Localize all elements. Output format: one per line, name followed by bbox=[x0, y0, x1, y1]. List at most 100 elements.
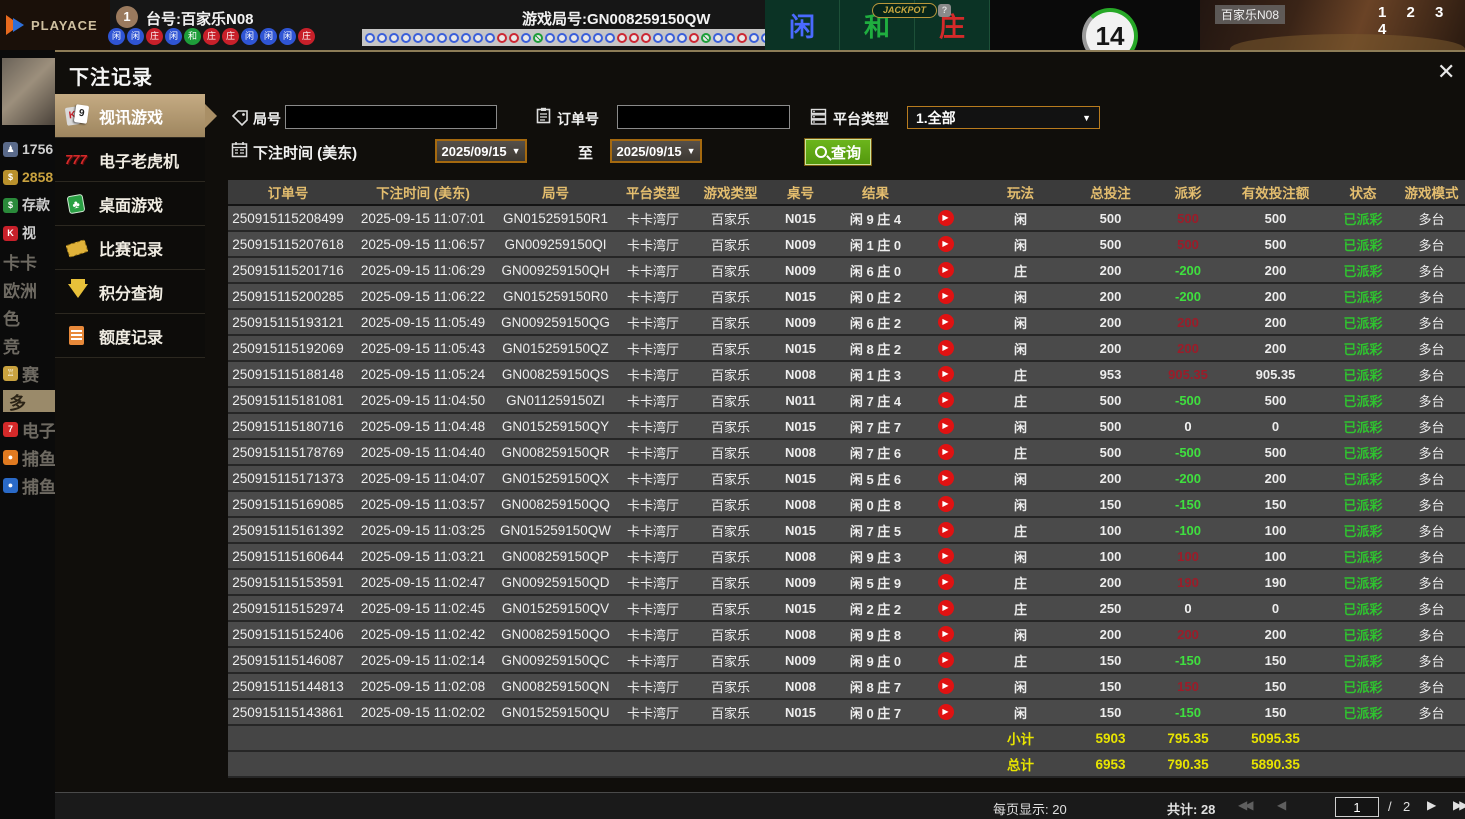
avatar[interactable] bbox=[2, 58, 55, 125]
play-icon[interactable]: ▶ bbox=[937, 678, 954, 694]
prev-page-button[interactable]: ◀ bbox=[1277, 798, 1286, 812]
cell-bet: 200 bbox=[1099, 574, 1122, 590]
next-page-button[interactable]: ▶ bbox=[1427, 798, 1436, 812]
cell-mode: 多台 bbox=[1418, 523, 1445, 539]
cell-order: 250915115160644 bbox=[232, 548, 344, 564]
cell-result: 闲 8 庄 7 bbox=[849, 679, 902, 695]
play-icon[interactable]: ▶ bbox=[937, 600, 954, 616]
date-from-select[interactable]: 2025/09/15 ▼ bbox=[435, 139, 527, 163]
play-icon[interactable]: ▶ bbox=[937, 392, 954, 408]
cell-game: 百家乐 bbox=[710, 263, 750, 279]
bet-cell-闲[interactable]: 闲 bbox=[765, 0, 840, 50]
round-input[interactable] bbox=[285, 105, 497, 129]
cell-order: 250915115207618 bbox=[232, 236, 344, 252]
date-to-select[interactable]: 2025/09/15 ▼ bbox=[610, 139, 702, 163]
bg-sidebar-item[interactable]: $2858 bbox=[3, 166, 55, 188]
play-icon[interactable]: ▶ bbox=[937, 574, 954, 590]
cell-mode: 多台 bbox=[1418, 575, 1445, 591]
cell-valid: 0 bbox=[1271, 418, 1280, 434]
column-header: 游戏类型 bbox=[703, 186, 758, 201]
play-icon[interactable]: ▶ bbox=[937, 626, 954, 642]
bg-sidebar-item[interactable]: 竞 bbox=[3, 334, 55, 357]
cell-platform: 卡卡湾厅 bbox=[626, 341, 679, 357]
menu-item-label: 桌面游戏 bbox=[99, 197, 164, 215]
close-icon[interactable]: ✕ bbox=[1437, 59, 1456, 84]
page-number-input[interactable] bbox=[1335, 797, 1379, 817]
cell-round: GN009259150QG bbox=[501, 314, 610, 330]
bg-sidebar-item[interactable]: 多 bbox=[3, 390, 55, 413]
column-header: 平台类型 bbox=[626, 186, 680, 201]
person-icon: ♟ bbox=[3, 141, 18, 157]
order-input[interactable] bbox=[617, 105, 790, 129]
play-icon[interactable]: ▶ bbox=[937, 288, 954, 304]
cell-payout: -200 bbox=[1174, 470, 1202, 486]
cell-mode: 多台 bbox=[1418, 211, 1445, 227]
platform-select[interactable]: 1.全部 ▼ bbox=[907, 106, 1100, 129]
menu-item-5[interactable]: 积分查询 bbox=[55, 270, 205, 314]
bg-sidebar-item[interactable]: ● 捕鱼 bbox=[3, 474, 55, 497]
play-icon[interactable]: ▶ bbox=[937, 704, 954, 720]
jackpot-help-icon[interactable]: ? bbox=[938, 4, 951, 17]
bg-sidebar-item-label: 卡卡 bbox=[3, 253, 37, 273]
bead-red: 庄 bbox=[222, 28, 239, 45]
sum-bet: 6953 bbox=[1095, 756, 1126, 772]
bg-sidebar-item[interactable]: 7 电子 bbox=[3, 418, 55, 441]
play-icon[interactable]: ▶ bbox=[937, 262, 954, 278]
trophy-icon: ♖ bbox=[3, 365, 18, 381]
column-header: 局号 bbox=[542, 186, 569, 201]
menu-item-4[interactable]: 比赛记录 bbox=[55, 226, 205, 270]
bg-sidebar-item[interactable]: 色 bbox=[3, 306, 55, 329]
cell-status: 已派彩 bbox=[1343, 315, 1383, 331]
play-icon[interactable]: ▶ bbox=[937, 652, 954, 668]
play-icon[interactable]: ▶ bbox=[937, 548, 954, 564]
play-icon[interactable]: ▶ bbox=[937, 470, 954, 486]
cell-payout: 905.35 bbox=[1168, 366, 1208, 382]
chevron-down-icon: ▼ bbox=[686, 146, 696, 156]
play-icon[interactable]: ▶ bbox=[937, 236, 954, 252]
play-icon[interactable]: ▶ bbox=[937, 444, 954, 460]
play-icon[interactable]: ▶ bbox=[937, 522, 954, 538]
bg-sidebar-item[interactable]: $ 存款 bbox=[3, 194, 55, 216]
menu-item-1[interactable]: K 9 视讯游戏 bbox=[55, 94, 217, 138]
bg-sidebar-item[interactable]: ♟ 1756 bbox=[3, 138, 55, 160]
cell-payout: -100 bbox=[1174, 522, 1202, 538]
cell-time: 2025-09-15 11:02:42 bbox=[360, 626, 486, 642]
cell-status: 已派彩 bbox=[1343, 237, 1383, 253]
cell-result: 闲 5 庄 9 bbox=[849, 575, 902, 591]
play-icon[interactable]: ▶ bbox=[937, 418, 954, 434]
column-header: 玩法 bbox=[1007, 186, 1034, 201]
play-icon[interactable]: ▶ bbox=[937, 314, 954, 330]
play-icon[interactable]: ▶ bbox=[937, 496, 954, 512]
cell-game: 百家乐 bbox=[710, 523, 750, 539]
cell-status: 已派彩 bbox=[1343, 419, 1383, 435]
bg-sidebar-item[interactable]: ● 捕鱼 bbox=[3, 446, 55, 469]
menu-item-2[interactable]: 777 电子老虎机 bbox=[55, 138, 205, 182]
table-label: 台号:百家乐N08 bbox=[146, 11, 254, 28]
play-icon[interactable]: ▶ bbox=[937, 366, 954, 382]
road-dot bbox=[725, 32, 735, 43]
menu-item-3[interactable]: ♣ 桌面游戏 bbox=[55, 182, 205, 226]
cell-valid: 200 bbox=[1264, 314, 1287, 330]
jackpot-badge: JACKPOT bbox=[872, 3, 938, 18]
menu-item-6[interactable]: 额度记录 bbox=[55, 314, 205, 358]
cell-game: 百家乐 bbox=[710, 445, 750, 461]
cell-play: 庄 bbox=[1013, 445, 1027, 461]
cell-mode: 多台 bbox=[1418, 263, 1445, 279]
last-page-button[interactable]: ▶▶ bbox=[1453, 798, 1465, 812]
order-filter-label: 订单号 bbox=[557, 111, 599, 127]
bg-sidebar-item[interactable]: 欧洲 bbox=[3, 278, 55, 301]
cell-play: 闲 bbox=[1013, 679, 1027, 695]
cell-status: 已派彩 bbox=[1343, 549, 1383, 565]
road-dot bbox=[557, 32, 567, 43]
first-page-button[interactable]: ◀◀ bbox=[1238, 798, 1254, 812]
table-row: 250915115193121 2025-09-15 11:05:49 GN0092… bbox=[228, 310, 1465, 336]
cell-table-no: N008 bbox=[784, 444, 817, 460]
search-button[interactable]: 查询 bbox=[803, 138, 873, 166]
cell-play: 庄 bbox=[1013, 601, 1027, 617]
cell-time: 2025-09-15 11:02:14 bbox=[360, 652, 486, 668]
play-icon[interactable]: ▶ bbox=[937, 340, 954, 356]
bg-sidebar-item[interactable]: 卡卡 bbox=[3, 250, 55, 273]
bg-sidebar-item[interactable]: ♖ 赛 bbox=[3, 362, 55, 385]
play-icon[interactable]: ▶ bbox=[937, 210, 954, 226]
